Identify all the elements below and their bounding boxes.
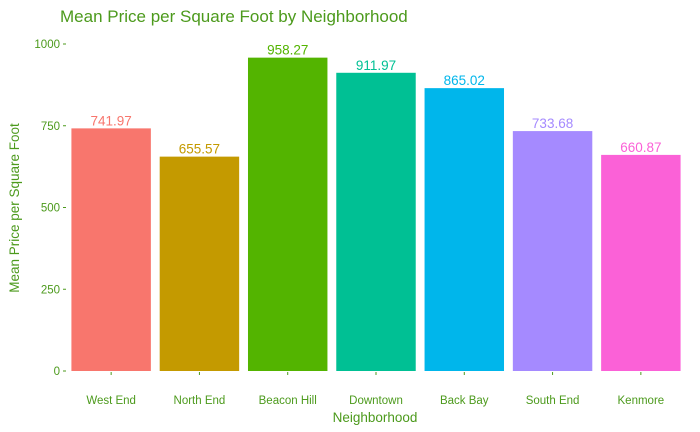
x-tick-label: Downtown (349, 395, 403, 407)
y-tick-label: 0 (54, 366, 60, 378)
y-tick-label: 1000 (34, 39, 60, 51)
y-tick-label: 500 (41, 203, 60, 215)
bar (601, 154, 681, 371)
x-tick-label: Kenmore (618, 395, 665, 407)
bar (71, 128, 151, 371)
y-tick-label: 750 (41, 121, 60, 133)
bars (71, 57, 681, 371)
y-axis: 0 250 500 750 1000 (34, 39, 66, 378)
y-axis-title: Mean Price per Square Foot (7, 123, 22, 293)
x-tick-label: Beacon Hill (259, 395, 317, 407)
bar (512, 131, 593, 371)
x-tick-label: South End (526, 395, 580, 407)
y-tick-label: 250 (41, 284, 60, 296)
bar (247, 57, 328, 371)
x-tick-label: West End (86, 395, 136, 407)
data-label: 655.57 (179, 142, 220, 157)
data-label: 741.97 (90, 113, 131, 128)
x-tick-label: Back Bay (440, 395, 489, 407)
data-label: 958.27 (267, 43, 308, 58)
data-label: 911.97 (356, 58, 396, 73)
value-labels: 741.97 655.57 958.27 911.97 865.02 733.68 660.… (90, 43, 661, 157)
x-tick-label: North End (174, 395, 226, 407)
bar (159, 156, 240, 371)
chart-title: Mean Price per Square Foot by Neighborho… (60, 7, 408, 26)
data-label: 865.02 (444, 73, 485, 88)
data-label: 660.87 (620, 140, 661, 155)
bar (336, 72, 416, 371)
x-axis: West End North End Beacon Hill Downtown Back… (86, 372, 664, 407)
data-label: 733.68 (532, 116, 573, 131)
x-axis-title: Neighborhood (333, 410, 418, 425)
bar (424, 88, 505, 371)
